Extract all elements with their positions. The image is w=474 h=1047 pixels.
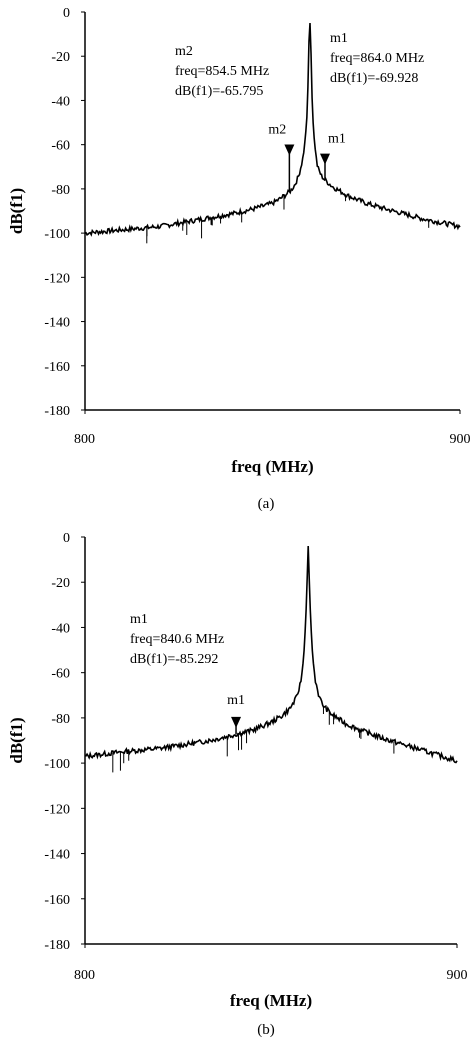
marker-triangle [231, 716, 242, 728]
series-trace [84, 23, 461, 237]
y-tick-label: -180 [44, 404, 70, 419]
y-tick-label: -120 [44, 802, 70, 817]
chart-panel-b: 0 -20 -40 -60 -80 -100 -120 -140 -160 -180 800 900 f… [0, 520, 474, 1047]
y-tick-label: -20 [51, 50, 70, 65]
y-tick-label: -60 [51, 667, 70, 682]
marker-readout-line: freq=854.5 MHz [175, 64, 269, 79]
marker-readout-line: m2 [175, 44, 193, 59]
y-tick-label: -140 [44, 848, 70, 863]
marker-label: m1 [328, 132, 346, 147]
x-tick-label: 800 [74, 432, 95, 447]
marker-readout-line: freq=840.6 MHz [130, 632, 224, 647]
y-tick-label: -160 [44, 360, 70, 375]
y-tick-label: -160 [44, 893, 70, 908]
x-tick-label: 800 [74, 968, 95, 983]
marker-triangle [320, 153, 330, 165]
y-axis-title: dB(f1) [7, 717, 26, 763]
marker-readout-line: dB(f1)=-65.795 [175, 84, 263, 99]
marker-label: m2 [268, 122, 286, 137]
y-tick-label: -140 [44, 316, 70, 331]
marker-readout-line: dB(f1)=-85.292 [130, 652, 218, 667]
x-tick-label: 900 [447, 968, 468, 983]
marker-readout-line: freq=864.0 MHz [330, 51, 424, 66]
marker-readout-line: m1 [130, 612, 148, 627]
y-tick-label: -40 [51, 621, 70, 636]
y-tick-label: -100 [44, 227, 70, 242]
y-tick-label: -180 [44, 938, 70, 953]
marker-readout-line: dB(f1)=-69.928 [330, 71, 418, 86]
x-axis-title: freq (MHz) [230, 991, 312, 1010]
marker-readout-line: m1 [330, 31, 348, 46]
y-tick-label: -60 [51, 139, 70, 154]
y-tick-label: 0 [63, 531, 70, 546]
y-tick-label: -20 [51, 576, 70, 591]
series-trace [84, 546, 458, 764]
y-tick-label: 0 [63, 6, 70, 21]
y-axis-title: dB(f1) [7, 188, 26, 234]
chart-a: 0 -20 -40 -60 -80 -100 -120 -140 -160 -180 800 900 f… [7, 6, 471, 512]
chart-panel-a: 0 -20 -40 -60 -80 -100 -120 -140 -160 -180 800 900 f… [0, 0, 474, 520]
marker-triangle [284, 144, 295, 156]
y-tick-label: -100 [44, 757, 70, 772]
y-tick-label: -120 [44, 271, 70, 286]
y-tick-label: -40 [51, 94, 70, 109]
figure-caption: (a) [258, 496, 275, 512]
figure-caption: (b) [257, 1022, 275, 1038]
y-tick-label: -80 [51, 712, 70, 727]
chart-b: 0 -20 -40 -60 -80 -100 -120 -140 -160 -180 800 900 f… [7, 531, 468, 1038]
y-tick-label: -80 [51, 183, 70, 198]
marker-label: m1 [227, 693, 245, 708]
x-tick-label: 900 [450, 432, 471, 447]
x-axis-title: freq (MHz) [231, 457, 313, 476]
